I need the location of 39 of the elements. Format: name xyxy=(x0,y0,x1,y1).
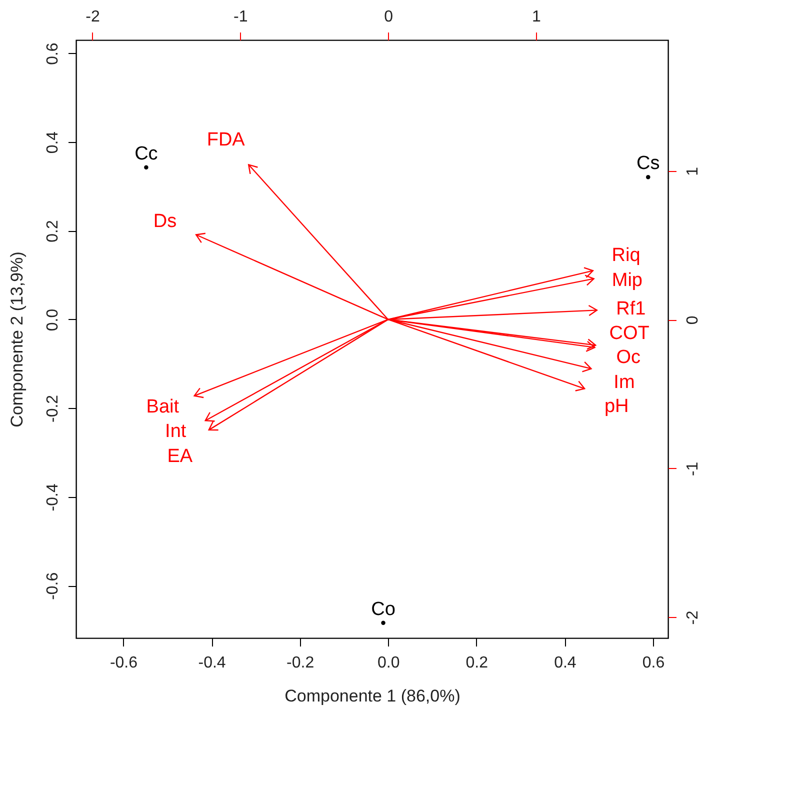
series-label: COT xyxy=(609,322,650,344)
y-tick-label: 0.6 xyxy=(44,42,62,65)
y-axis-title: Componente 2 (13,9%) xyxy=(8,252,26,428)
x2-tick-label: 0 xyxy=(384,8,394,26)
x-tick-label: 0.0 xyxy=(377,654,400,672)
data-label: Cc xyxy=(134,143,158,164)
x-axis-title: Componente 1 (86,0%) xyxy=(284,686,460,706)
series-label: Riq xyxy=(612,244,640,266)
data-label: Cs xyxy=(636,153,660,174)
series-label: Rf1 xyxy=(616,298,646,320)
series-label: Im xyxy=(614,372,635,394)
x-tick-label: -0.4 xyxy=(198,654,226,672)
x-tick-label: 0.6 xyxy=(642,654,665,672)
x2-tick-label: -1 xyxy=(234,8,248,26)
series-label: pH xyxy=(604,396,629,418)
x2-tick-label: -2 xyxy=(86,8,100,26)
x-tick-label: 0.4 xyxy=(554,654,576,672)
series-label: Mip xyxy=(612,270,642,291)
series-label: Ds xyxy=(153,211,177,232)
y-tick-label: 0.4 xyxy=(44,131,62,154)
data-label: Co xyxy=(371,598,396,620)
y-tick-label: 0.0 xyxy=(44,308,62,332)
series-label: EA xyxy=(167,446,193,467)
y2-tick-label: -2 xyxy=(684,610,702,625)
y-tick-label: -0.2 xyxy=(44,394,62,422)
x-tick-label: -0.6 xyxy=(110,654,138,672)
y-tick-label: 0.2 xyxy=(44,220,62,242)
x-tick-label: -0.2 xyxy=(286,654,314,672)
x2-tick-label: 1 xyxy=(532,8,541,26)
y2-tick-label: -1 xyxy=(684,462,702,476)
series-label: Int xyxy=(165,420,187,442)
series-label: Bait xyxy=(146,396,180,418)
series-label: FDA xyxy=(206,129,246,150)
series-label: Oc xyxy=(616,347,641,368)
y-tick-label: -0.6 xyxy=(44,572,62,600)
y-tick-label: -0.4 xyxy=(44,484,62,512)
x-tick-label: 0.2 xyxy=(466,654,488,672)
y2-tick-label: 0 xyxy=(684,316,702,325)
y2-tick-label: 1 xyxy=(684,166,702,176)
